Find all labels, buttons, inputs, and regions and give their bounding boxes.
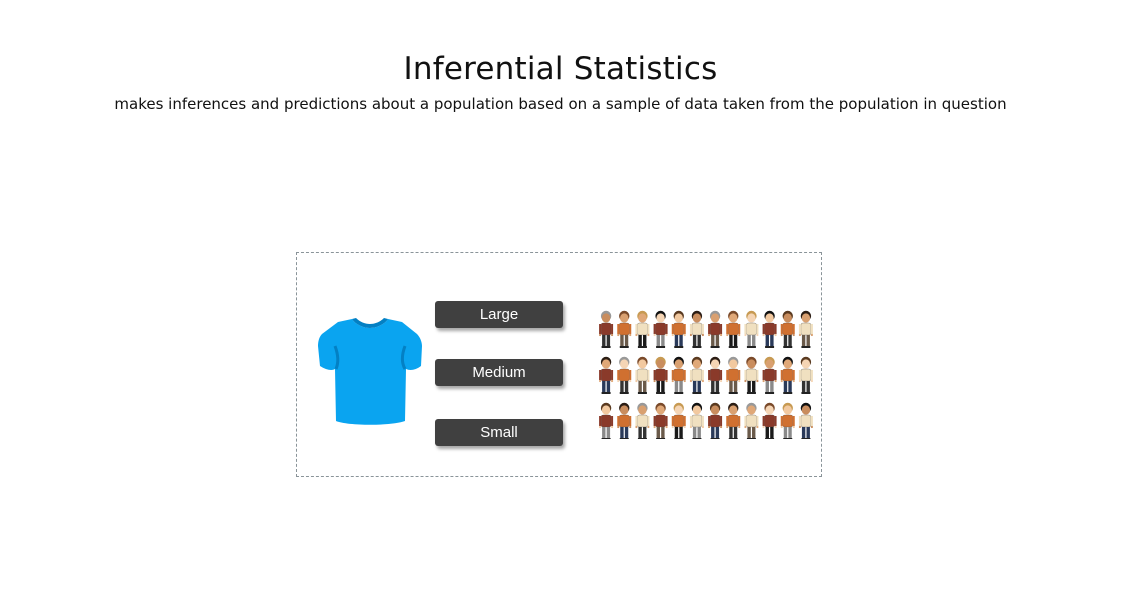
person-figure: [653, 310, 668, 348]
size-button-small[interactable]: Small: [435, 419, 563, 446]
page-subtitle: makes inferences and predictions about a…: [114, 95, 1007, 113]
person-figure: [707, 310, 723, 348]
person-figure: [617, 402, 632, 439]
person-figure: [762, 402, 777, 439]
person-figure: [780, 310, 795, 348]
person-figure: [617, 310, 632, 348]
person-figure: [798, 310, 814, 348]
person-figure: [689, 310, 705, 348]
person-figure: [707, 356, 723, 394]
person-figure: [671, 310, 686, 348]
person-figure: [780, 402, 795, 439]
person-figure: [635, 402, 650, 439]
person-figure: [780, 356, 795, 394]
page-title: Inferential Statistics: [403, 51, 718, 87]
size-button-medium[interactable]: Medium: [435, 359, 563, 386]
person-figure: [726, 402, 741, 439]
person-figure: [598, 356, 614, 394]
person-figure: [598, 310, 614, 348]
person-figure: [671, 402, 686, 439]
person-figure: [726, 310, 741, 348]
person-figure: [726, 356, 741, 394]
person-figure: [707, 402, 723, 439]
person-figure: [744, 402, 759, 439]
person-figure: [653, 356, 668, 394]
person-figure: [598, 402, 614, 439]
person-figure: [635, 356, 650, 394]
person-figure: [744, 310, 759, 348]
size-button-large[interactable]: Large: [435, 301, 563, 328]
person-figure: [744, 356, 759, 394]
person-figure: [798, 402, 814, 439]
person-figure: [689, 402, 705, 439]
tshirt-icon: [318, 318, 422, 425]
population-people-illustration: [598, 310, 814, 439]
person-figure: [762, 310, 777, 348]
person-figure: [653, 402, 668, 439]
person-figure: [798, 356, 814, 394]
illustration-frame: Large Medium Small: [296, 252, 822, 477]
person-figure: [762, 356, 777, 394]
person-figure: [617, 356, 632, 394]
person-figure: [689, 356, 705, 394]
person-figure: [671, 356, 686, 394]
person-figure: [635, 310, 650, 348]
